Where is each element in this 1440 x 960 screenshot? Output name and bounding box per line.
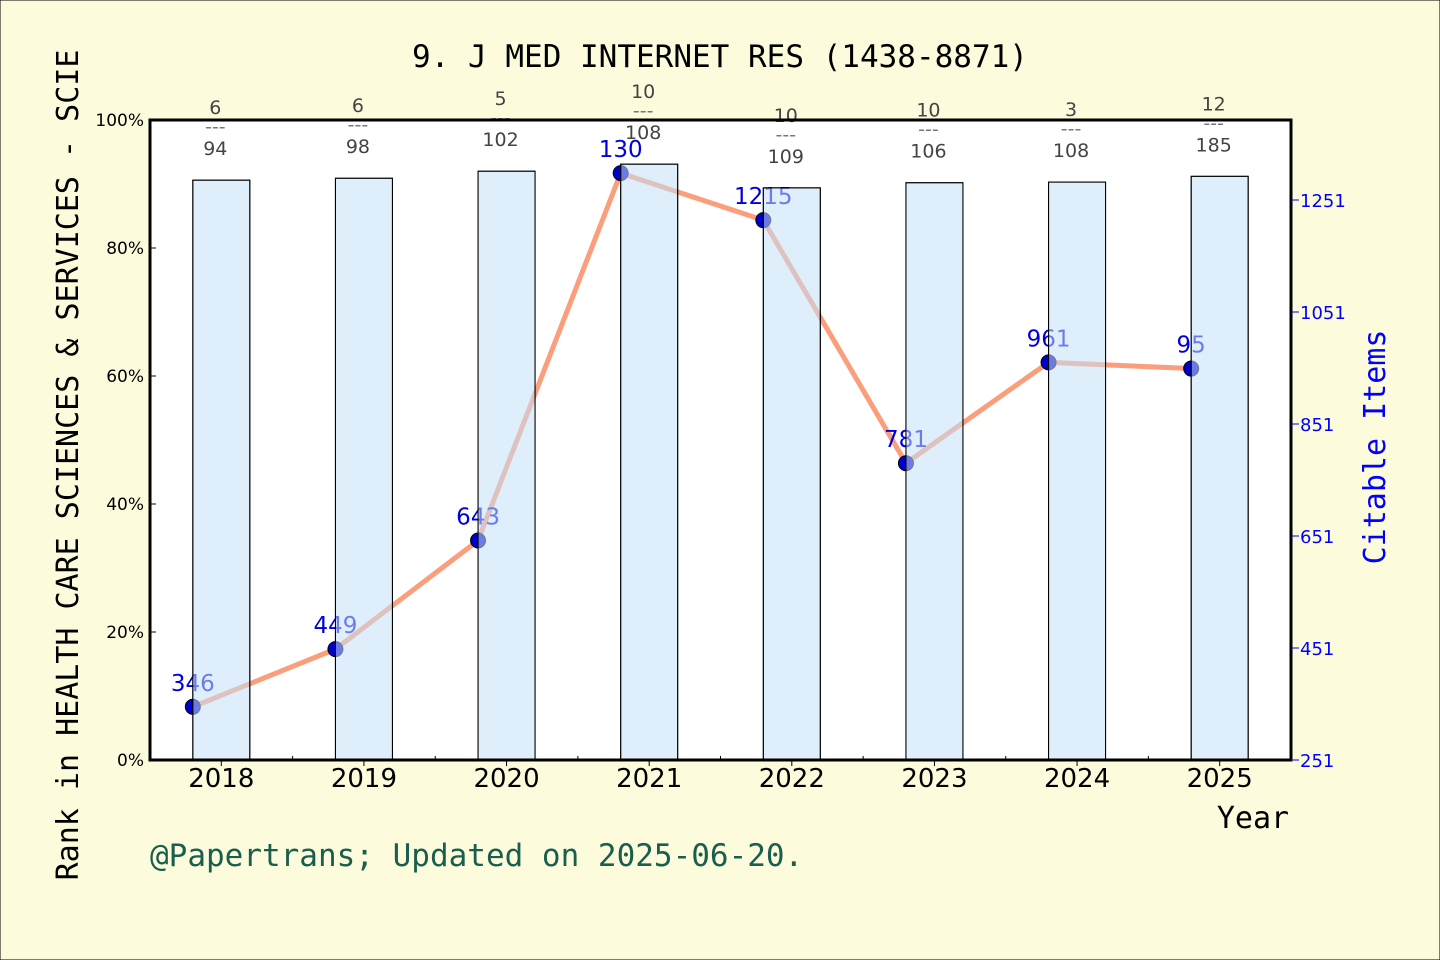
x-tick-label: 2020 xyxy=(473,764,539,794)
y-axis-left-label: Rank in HEALTH CARE SCIENCES & SERVICES … xyxy=(51,50,86,881)
rank-fraction-bar: --- xyxy=(205,116,226,138)
rank-numerator: 10 xyxy=(631,81,655,103)
y-right-tick-label: 1251 xyxy=(1300,191,1346,212)
x-tick-label: 2024 xyxy=(1044,764,1110,794)
y-left-tick-label: 60% xyxy=(106,367,144,387)
y-left-tick-label: 0% xyxy=(117,751,144,771)
x-tick-label: 2023 xyxy=(901,764,967,794)
x-tick-label: 2021 xyxy=(616,764,682,794)
rank-fraction-bar: --- xyxy=(348,114,369,136)
rank-numerator: 5 xyxy=(495,88,507,110)
rank-bar xyxy=(762,187,821,761)
rank-numerator: 6 xyxy=(352,95,364,117)
y-left-tick-label: 80% xyxy=(106,239,144,259)
y-axis-right-label: Citable Items xyxy=(1358,330,1393,565)
x-tick-label: 2018 xyxy=(188,764,254,794)
rank-denominator: 98 xyxy=(346,136,370,158)
rank-denominator: 102 xyxy=(482,129,518,151)
rank-bar xyxy=(620,163,679,761)
x-tick-label: 2022 xyxy=(759,764,825,794)
rank-fraction-bar: --- xyxy=(1203,112,1224,134)
rank-bar xyxy=(334,177,393,761)
footer-credit: @Papertrans; Updated on 2025-06-20. xyxy=(150,838,803,874)
rank-fraction-bar: --- xyxy=(918,119,939,141)
point-labels: 6---946---985---10210---10810---10910---… xyxy=(203,81,1232,168)
rank-denominator: 108 xyxy=(625,122,661,144)
rank-denominator: 109 xyxy=(768,146,804,168)
rank-bar xyxy=(1190,175,1249,761)
rank-fraction-bar: --- xyxy=(490,107,511,129)
plot-area xyxy=(150,120,1291,760)
y-right-tick-label: 451 xyxy=(1300,639,1334,660)
rank-numerator: 10 xyxy=(916,100,940,122)
axes: 2018 2019 2020 2021 2022 2023 2024 2025 0% 20% 40%… xyxy=(95,111,1345,794)
rank-bar xyxy=(1048,181,1107,761)
rank-fraction-bar: --- xyxy=(776,124,797,146)
y-left-tick-label: 40% xyxy=(106,495,144,515)
x-tick-label: 2025 xyxy=(1187,764,1253,794)
y-right-tick-label: 851 xyxy=(1300,415,1334,436)
y-left-tick-label: 100% xyxy=(95,111,144,131)
rank-bar xyxy=(477,170,536,761)
rank-denominator: 106 xyxy=(910,141,946,163)
rank-numerator: 6 xyxy=(209,97,221,119)
y-right-tick-label: 1051 xyxy=(1300,303,1346,324)
rank-numerator: 12 xyxy=(1202,93,1226,115)
chart-title: 9. J MED INTERNET RES (1438-8871) xyxy=(412,39,1028,75)
x-axis-label: Year xyxy=(1217,801,1289,836)
y-left-tick-label: 20% xyxy=(106,623,144,643)
y-right-tick-label: 651 xyxy=(1300,527,1334,548)
rank-denominator: 94 xyxy=(203,138,227,160)
rank-bar xyxy=(192,179,251,761)
rank-denominator: 108 xyxy=(1053,140,1089,162)
rank-fraction-bar: --- xyxy=(1061,118,1082,140)
citable-items-label: 130 xyxy=(599,137,643,163)
rank-denominator: 185 xyxy=(1196,134,1232,156)
x-tick-label: 2019 xyxy=(331,764,397,794)
rank-fraction-bar: --- xyxy=(633,100,654,122)
rank-bar xyxy=(905,182,964,761)
y-right-tick-label: 251 xyxy=(1300,751,1334,772)
rank-numerator: 3 xyxy=(1065,99,1077,121)
